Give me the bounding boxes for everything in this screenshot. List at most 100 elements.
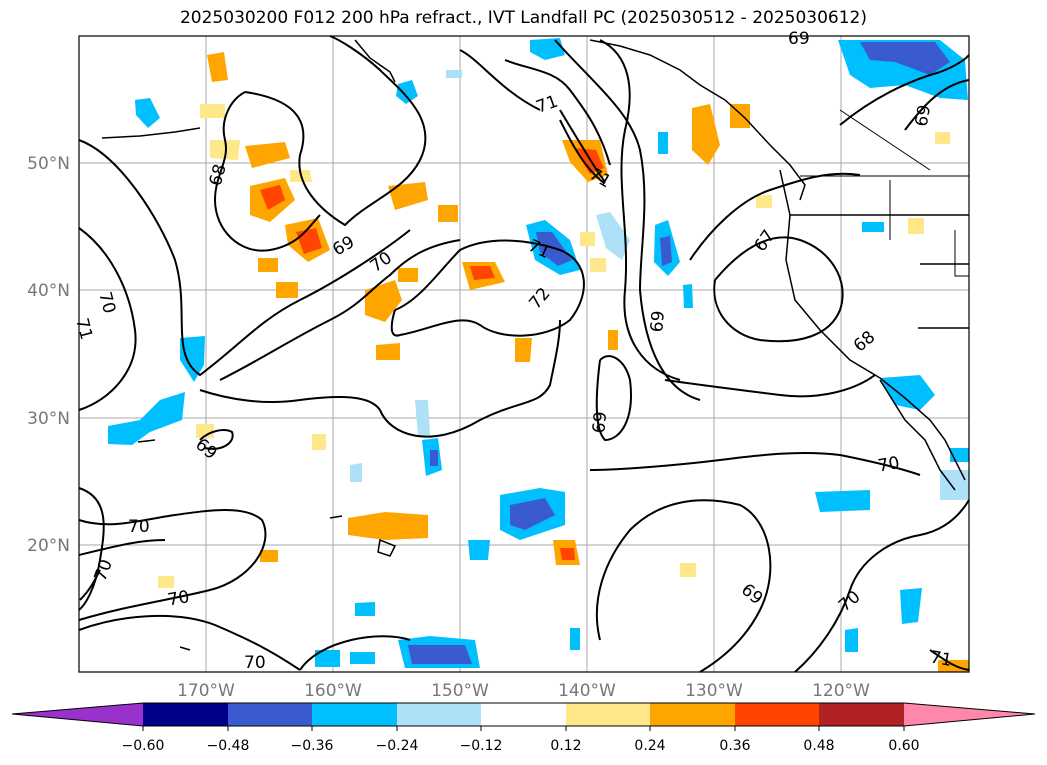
neg-region [350,652,375,664]
colorbar-tick-label: −0.60 [122,738,165,754]
neg-region [180,336,205,382]
neg-region [135,98,160,128]
border-lines [800,109,969,277]
pos-region [398,268,418,282]
colorbar: −0.60 −0.48 −0.36 −0.24 −0.12 0.12 0.24 … [11,702,1036,754]
colorbar-tick-label: −0.12 [460,738,503,754]
neg-region [900,588,922,624]
colorbar-extend-high [904,703,1035,726]
pos-region [515,338,532,362]
pos-region [388,182,428,210]
contour-label: 70 [876,453,901,476]
contour-label: 69 [647,310,669,333]
neg-region [862,222,884,232]
positive-anomaly-regions [158,52,969,672]
map-title: 2025030200 F012 200 hPa refract., IVT La… [179,8,867,28]
pos-region [260,550,278,562]
map-frame [78,35,970,673]
contour-label: 71 [929,647,954,670]
pos-region [608,330,618,350]
contour-label: 69 [912,103,935,128]
colorbar-tick-label: 0.24 [634,738,665,754]
pos-region [158,576,174,588]
neg-region [108,392,185,445]
contour-label: 70 [128,517,150,537]
neg-region [396,80,418,104]
colorbar-tick-label: 0.60 [888,738,919,754]
latitude-labels: 50°N 40°N 30°N 20°N [27,154,70,556]
pos-region [438,205,458,222]
neg-region [446,70,462,78]
pos-region [312,434,326,450]
pos-region [590,258,606,272]
coastlines [101,39,969,651]
neg-region [860,42,950,75]
colorbar-tick-label: 0.12 [550,738,581,754]
neg-region [530,38,565,60]
lon-label: 120°W [812,681,870,701]
pos-region [692,104,720,165]
colorbar-segment [397,703,481,726]
neg-region [660,236,672,266]
contour-label: 69 [788,29,810,49]
pos-region [260,185,285,210]
neg-region [815,490,870,512]
neg-region [430,450,438,466]
colorbar-segment [819,703,904,726]
neg-region [940,470,969,500]
colorbar-segment [481,703,566,726]
neg-region [683,284,693,308]
pos-region [360,518,420,534]
pos-region [200,104,225,118]
pos-region [207,52,228,82]
neg-region [415,400,430,436]
pos-region [560,548,575,560]
neg-region [510,498,555,530]
neg-region [845,628,858,652]
colorbar-segment [650,703,735,726]
lat-label: 40°N [27,281,70,301]
colorbar-tick-label: 0.48 [803,738,834,754]
pos-region [196,424,214,438]
neg-region [658,132,668,154]
neg-region [408,645,472,664]
pos-region [935,132,950,144]
colorbar-segment [143,703,228,726]
colorbar-tick-label: 0.36 [719,738,750,754]
lat-label: 50°N [27,154,70,174]
colorbar-tick-label: −0.36 [291,738,334,754]
pos-region [574,148,604,174]
lon-label: 170°W [177,681,235,701]
lon-label: 150°W [431,681,489,701]
lon-label: 160°W [304,681,362,701]
pos-region [756,195,772,208]
colorbar-tick-label: −0.24 [376,738,419,754]
neg-region [596,212,630,260]
lat-label: 30°N [27,409,70,429]
contour-lines [78,35,970,673]
pos-region [680,563,696,577]
colorbar-segment [312,703,397,726]
pos-region [245,142,290,168]
pos-region [258,258,278,272]
contour-label: 70 [244,653,266,673]
colorbar-extend-low [12,703,143,726]
neg-region [315,650,340,667]
neg-region [355,602,375,616]
colorbar-tick-label: −0.48 [207,738,250,754]
lon-label: 130°W [685,681,743,701]
pos-region [276,282,298,298]
colorbar-segment [566,703,650,726]
pos-region [376,343,400,360]
pos-region [365,280,402,322]
pos-region [470,266,495,280]
longitude-labels: 170°W 160°W 150°W 140°W 130°W 120°W [177,681,870,701]
contour-label: 70 [166,587,191,610]
lon-label: 140°W [558,681,616,701]
colorbar-segment [735,703,819,726]
neg-region [468,540,490,560]
pos-region [580,232,595,246]
contour-label: 69 [589,411,611,434]
colorbar-segment [228,703,312,726]
